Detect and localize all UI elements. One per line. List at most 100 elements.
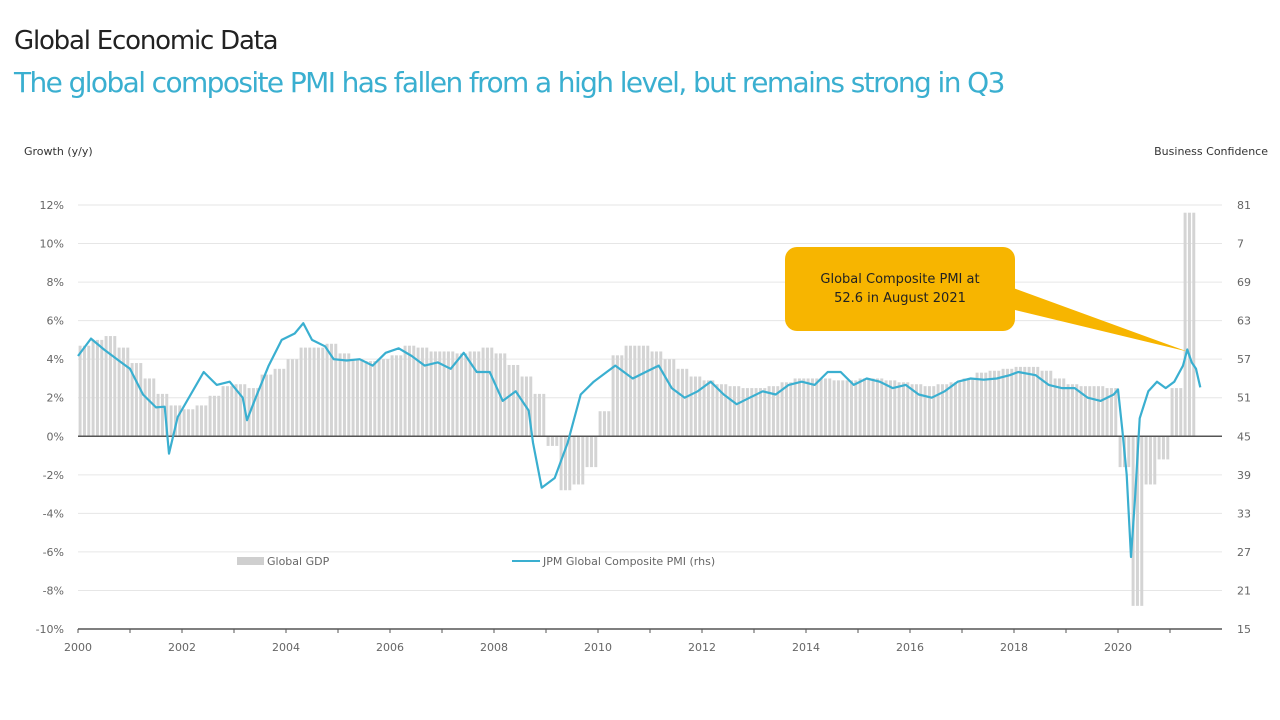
gdp-bar [819, 378, 823, 437]
gdp-bar [802, 378, 806, 437]
left-tick-label: 10% [40, 238, 64, 251]
gdp-bar [832, 380, 836, 437]
gdp-bar [771, 386, 775, 437]
gdp-bar [113, 336, 117, 437]
gdp-bar [329, 343, 333, 437]
gdp-bar [585, 436, 589, 468]
gdp-bar [949, 382, 953, 437]
legend-gdp-swatch [237, 557, 264, 565]
gdp-bar [91, 339, 95, 437]
gdp-bar [321, 347, 325, 437]
gdp-bar [338, 353, 342, 437]
gdp-bar [646, 345, 650, 437]
gdp-bar [754, 388, 758, 437]
gdp-bar [494, 353, 498, 437]
gdp-bar [932, 386, 936, 437]
x-tick-label: 2002 [168, 641, 196, 654]
gdp-bar [620, 355, 624, 437]
right-tick-label: 15 [1237, 623, 1251, 636]
gdp-bar [880, 378, 884, 437]
x-tick-label: 2008 [480, 641, 508, 654]
gdp-bar [810, 378, 814, 437]
gdp-bar [615, 355, 619, 437]
gdp-bar [728, 386, 732, 437]
gdp-bar [273, 368, 277, 437]
left-tick-label: 2% [47, 392, 64, 405]
gdp-bar [87, 345, 91, 437]
left-tick-label: 0% [47, 430, 64, 443]
gdp-bar [1088, 386, 1092, 437]
gdp-bar [351, 359, 355, 437]
annotation-line-2: 52.6 in August 2021 [834, 291, 966, 306]
left-tick-label: 4% [47, 353, 64, 366]
gdp-bar [316, 347, 320, 437]
gdp-bar [1161, 436, 1165, 460]
gdp-bar [611, 355, 615, 437]
right-tick-label: 45 [1237, 430, 1251, 443]
gdp-bar [940, 384, 944, 437]
gdp-bar [308, 347, 312, 437]
gdp-bar [828, 378, 832, 437]
annotation-callout: Global Composite PMI at 52.6 in August 2… [785, 247, 1015, 331]
gdp-bar [251, 388, 255, 437]
gdp-bar [355, 359, 359, 437]
gdp-bar [182, 409, 186, 437]
gdp-bar [1148, 436, 1152, 485]
gdp-bar [1114, 388, 1118, 437]
gdp-bar [312, 347, 316, 437]
gdp-bar [100, 339, 104, 437]
gdp-bar [108, 336, 112, 437]
gdp-bar [485, 347, 489, 437]
gdp-bar [962, 378, 966, 437]
gdp-bar [1170, 388, 1174, 437]
gdp-bar [347, 353, 351, 437]
gdp-bar [602, 411, 606, 437]
gdp-bar [1057, 378, 1061, 437]
gdp-bar [1153, 436, 1157, 485]
gdp-bar [420, 347, 424, 437]
gdp-bar [195, 405, 199, 437]
gdp-bar [165, 393, 169, 437]
gdp-bar [1109, 388, 1113, 437]
gdp-bar [676, 368, 680, 437]
gdp-bar [1044, 370, 1048, 437]
gdp-bar [901, 382, 905, 437]
gdp-bar [550, 436, 554, 446]
gdp-bar [1096, 386, 1100, 437]
gdp-bar [147, 378, 151, 437]
annotation-line-1: Global Composite PMI at [820, 272, 980, 287]
gdp-bar [1014, 366, 1018, 437]
gdp-bar [1144, 436, 1148, 485]
left-tick-label: -10% [36, 623, 64, 636]
gdp-bar [1001, 368, 1005, 437]
gdp-bar [403, 345, 407, 437]
gdp-bar [546, 436, 550, 446]
gdp-bar [659, 351, 663, 437]
gdp-bar [685, 368, 689, 437]
gdp-bar [178, 405, 182, 437]
gdp-bar [1118, 436, 1122, 468]
gdp-bar [910, 384, 914, 437]
gdp-bar [386, 359, 390, 437]
gdp-bar [82, 345, 86, 437]
gdp-bar [849, 380, 853, 437]
gdp-bar [1036, 366, 1040, 437]
left-tick-label: -4% [43, 507, 64, 520]
gdp-bar [416, 347, 420, 437]
gdp-bar [1105, 388, 1109, 437]
gdp-bar [282, 368, 286, 437]
gdp-bar [1101, 386, 1105, 437]
gdp-bar [858, 378, 862, 437]
gdp-bar [394, 355, 398, 437]
gdp-bar [325, 343, 329, 437]
gdp-bar [1174, 388, 1178, 437]
gdp-bar [446, 351, 450, 437]
gdp-bar [1083, 386, 1087, 437]
page-subtitle: The global composite PMI has fallen from… [14, 66, 1005, 99]
right-tick-label: 7 [1237, 238, 1244, 251]
gdp-bar [260, 374, 264, 437]
gdp-bar [1053, 378, 1057, 437]
gdp-bar [988, 370, 992, 437]
gdp-bar [572, 436, 576, 485]
